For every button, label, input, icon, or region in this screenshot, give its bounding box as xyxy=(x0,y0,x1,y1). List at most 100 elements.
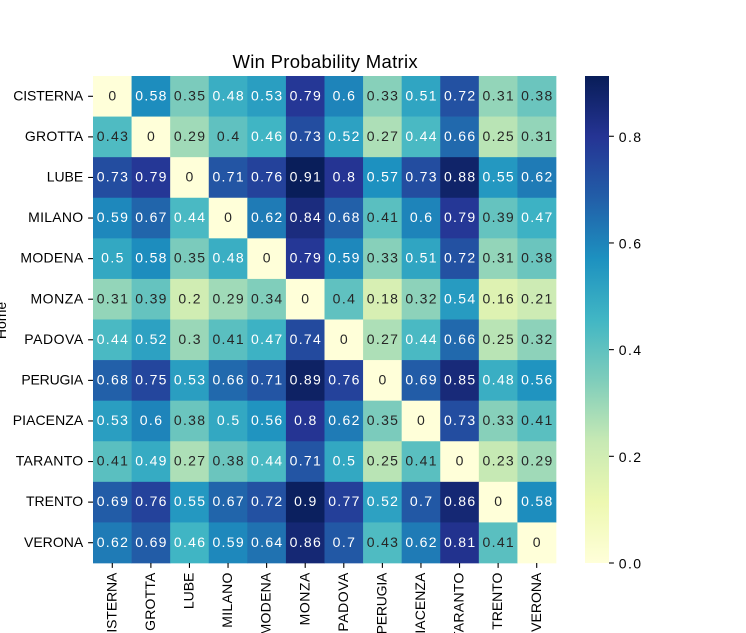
svg-text:TRENTO: TRENTO xyxy=(26,493,83,509)
svg-text:0.8: 0.8 xyxy=(619,129,641,145)
svg-text:LUBE: LUBE xyxy=(181,573,197,609)
svg-text:0.89: 0.89 xyxy=(290,371,321,387)
svg-text:0.48: 0.48 xyxy=(212,87,243,103)
svg-text:0.67: 0.67 xyxy=(212,493,243,509)
svg-text:0.53: 0.53 xyxy=(174,371,205,387)
svg-text:0.43: 0.43 xyxy=(367,534,398,550)
svg-text:0.41: 0.41 xyxy=(97,453,128,469)
svg-text:0.47: 0.47 xyxy=(521,209,552,225)
svg-text:0.44: 0.44 xyxy=(251,453,282,469)
svg-text:PADOVA: PADOVA xyxy=(335,572,351,632)
svg-text:0.71: 0.71 xyxy=(251,371,282,387)
svg-text:0.59: 0.59 xyxy=(97,209,128,225)
svg-text:0.33: 0.33 xyxy=(367,87,398,103)
svg-text:0.44: 0.44 xyxy=(174,209,205,225)
svg-text:0.9: 0.9 xyxy=(294,493,316,509)
svg-text:MONZA: MONZA xyxy=(30,290,83,306)
svg-text:0.76: 0.76 xyxy=(135,493,166,509)
svg-text:0.46: 0.46 xyxy=(251,128,282,144)
svg-text:0.52: 0.52 xyxy=(135,331,166,347)
svg-text:0: 0 xyxy=(533,534,541,550)
svg-text:0.32: 0.32 xyxy=(521,331,552,347)
svg-text:0.71: 0.71 xyxy=(212,169,243,185)
svg-text:0: 0 xyxy=(108,87,116,103)
svg-text:0.56: 0.56 xyxy=(251,412,282,428)
svg-text:VERONA: VERONA xyxy=(24,534,84,550)
svg-text:0.31: 0.31 xyxy=(483,87,514,103)
svg-text:0.73: 0.73 xyxy=(97,169,128,185)
svg-text:0.79: 0.79 xyxy=(135,169,166,185)
svg-text:0.47: 0.47 xyxy=(251,331,282,347)
svg-text:0.46: 0.46 xyxy=(174,534,205,550)
svg-text:0.56: 0.56 xyxy=(521,371,552,387)
svg-text:0.76: 0.76 xyxy=(328,371,359,387)
svg-text:0.25: 0.25 xyxy=(483,331,514,347)
svg-text:VERONA: VERONA xyxy=(528,572,544,632)
svg-text:0.39: 0.39 xyxy=(135,290,166,306)
svg-text:0.73: 0.73 xyxy=(444,412,475,428)
svg-text:0: 0 xyxy=(186,169,194,185)
svg-text:0.3: 0.3 xyxy=(178,331,200,347)
svg-text:0.59: 0.59 xyxy=(212,534,243,550)
svg-text:0.6: 0.6 xyxy=(140,412,162,428)
svg-text:LUBE: LUBE xyxy=(47,169,83,185)
svg-text:0.16: 0.16 xyxy=(483,290,514,306)
svg-text:0.21: 0.21 xyxy=(521,290,552,306)
svg-text:0.52: 0.52 xyxy=(328,128,359,144)
svg-text:0.66: 0.66 xyxy=(444,128,475,144)
svg-text:0.38: 0.38 xyxy=(174,412,205,428)
svg-text:0.38: 0.38 xyxy=(212,453,243,469)
svg-text:0.32: 0.32 xyxy=(405,290,436,306)
svg-text:0.25: 0.25 xyxy=(483,128,514,144)
svg-text:0: 0 xyxy=(147,128,155,144)
svg-text:0.72: 0.72 xyxy=(251,493,282,509)
svg-text:0.38: 0.38 xyxy=(521,87,552,103)
svg-text:0: 0 xyxy=(340,331,348,347)
svg-text:0.69: 0.69 xyxy=(405,371,436,387)
svg-text:CISTERNA: CISTERNA xyxy=(13,87,84,103)
svg-text:0.64: 0.64 xyxy=(251,534,282,550)
svg-text:0.79: 0.79 xyxy=(290,250,321,266)
svg-text:0.6: 0.6 xyxy=(410,209,432,225)
svg-text:0: 0 xyxy=(224,209,232,225)
svg-text:0.54: 0.54 xyxy=(444,290,475,306)
svg-text:GROTTA: GROTTA xyxy=(25,128,84,144)
svg-text:0.4: 0.4 xyxy=(619,342,641,358)
svg-text:0.69: 0.69 xyxy=(97,493,128,509)
svg-text:0.84: 0.84 xyxy=(290,209,321,225)
svg-text:0.31: 0.31 xyxy=(521,128,552,144)
svg-text:0.43: 0.43 xyxy=(97,128,128,144)
svg-text:0.58: 0.58 xyxy=(135,250,166,266)
svg-text:0.67: 0.67 xyxy=(135,209,166,225)
svg-text:0.53: 0.53 xyxy=(97,412,128,428)
svg-text:0.35: 0.35 xyxy=(174,87,205,103)
svg-text:0.38: 0.38 xyxy=(521,250,552,266)
svg-text:0.31: 0.31 xyxy=(483,250,514,266)
svg-text:PERUGIA: PERUGIA xyxy=(21,371,83,387)
svg-text:0.59: 0.59 xyxy=(328,250,359,266)
svg-text:0.41: 0.41 xyxy=(405,453,436,469)
svg-text:0.7: 0.7 xyxy=(410,493,432,509)
svg-text:0.62: 0.62 xyxy=(405,534,436,550)
svg-text:Win Probability Matrix: Win Probability Matrix xyxy=(232,51,418,72)
svg-text:0.55: 0.55 xyxy=(483,169,514,185)
svg-text:0: 0 xyxy=(263,250,271,266)
svg-text:0.53: 0.53 xyxy=(251,87,282,103)
svg-text:0: 0 xyxy=(494,493,502,509)
svg-text:0.76: 0.76 xyxy=(251,169,282,185)
svg-text:GROTTA: GROTTA xyxy=(142,572,158,631)
svg-text:0.85: 0.85 xyxy=(444,371,475,387)
svg-text:0.79: 0.79 xyxy=(444,209,475,225)
svg-text:0.81: 0.81 xyxy=(444,534,475,550)
svg-text:PIACENZA: PIACENZA xyxy=(412,572,428,633)
svg-text:0.25: 0.25 xyxy=(367,453,398,469)
svg-text:TARANTO: TARANTO xyxy=(16,453,84,469)
svg-text:0.62: 0.62 xyxy=(328,412,359,428)
svg-text:0.75: 0.75 xyxy=(135,371,166,387)
svg-text:MODENA: MODENA xyxy=(258,572,274,633)
svg-text:0.68: 0.68 xyxy=(328,209,359,225)
svg-text:0.91: 0.91 xyxy=(290,169,321,185)
svg-text:TRENTO: TRENTO xyxy=(489,572,505,629)
svg-text:0.72: 0.72 xyxy=(444,87,475,103)
svg-text:0.2: 0.2 xyxy=(178,290,200,306)
